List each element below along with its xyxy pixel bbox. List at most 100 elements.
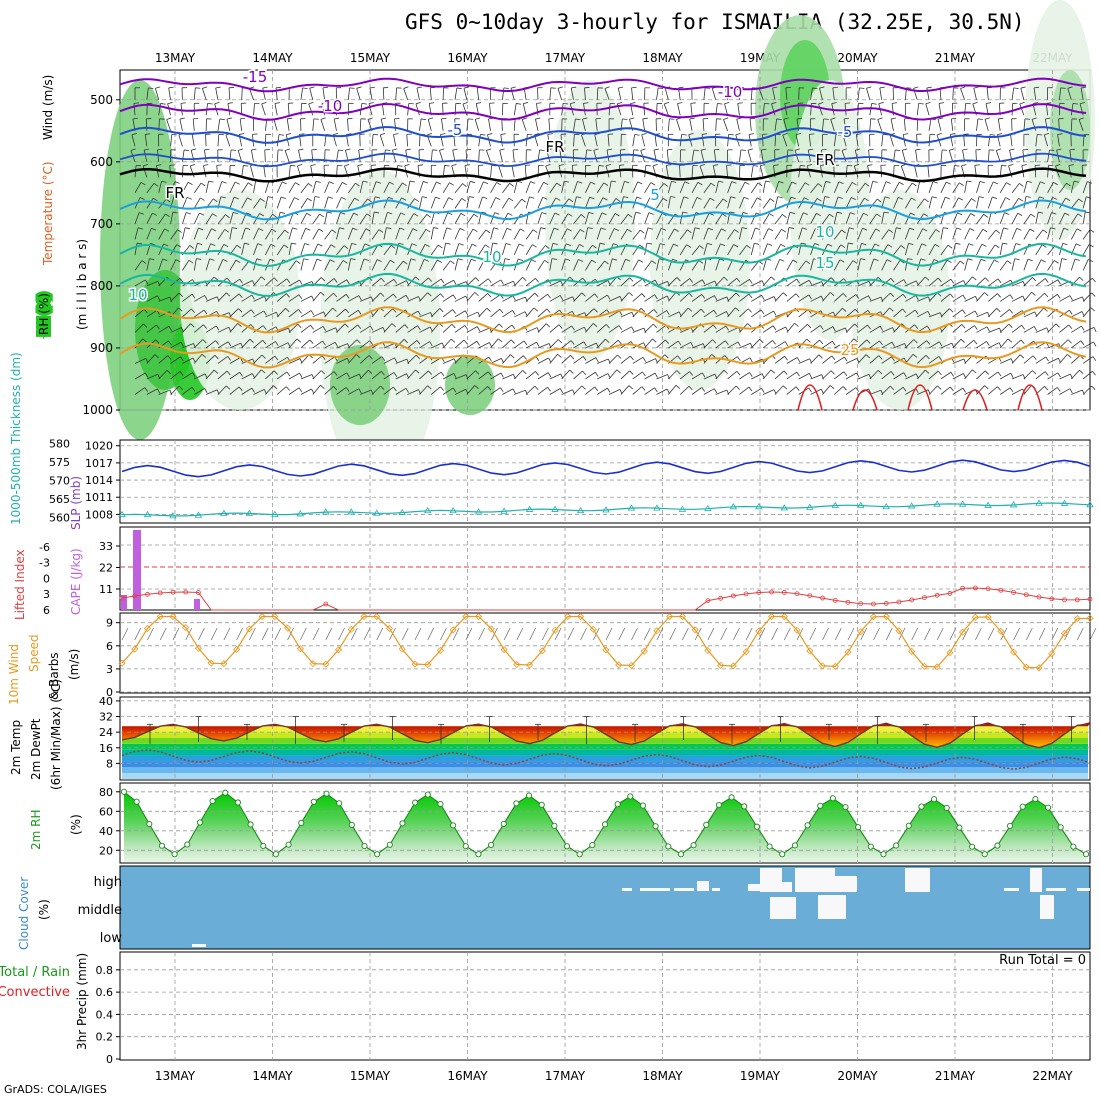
bottom-date-21may: 21MAY <box>935 1069 976 1083</box>
li-tick-6: 6 <box>43 604 50 617</box>
temp-tick-40: 40 <box>99 695 113 708</box>
cloud-block <box>782 882 792 892</box>
li-marker <box>1023 592 1029 598</box>
precip-axis-label: 3hr Precip (mm) <box>75 953 89 1050</box>
cloud-panel: high middle low Cloud Cover (%) <box>17 865 1091 950</box>
rh-marker <box>272 851 279 858</box>
rh-marker <box>943 804 950 811</box>
wind-marker <box>245 625 253 633</box>
wind-marker <box>487 625 495 633</box>
rh-marker <box>184 841 191 848</box>
temp-tick-16: 16 <box>99 742 113 755</box>
cloud-cover-blocks <box>192 868 1090 947</box>
li-tick--3: -3 <box>39 557 50 570</box>
wind-marker <box>296 645 304 653</box>
rh-marker <box>374 851 381 858</box>
rh-marker <box>234 799 241 806</box>
rh-marker <box>652 823 659 830</box>
wind-marker <box>997 627 1005 635</box>
temp-hot-area <box>122 722 1090 748</box>
wind10m-barbs <box>121 627 1097 641</box>
wind-marker <box>678 612 686 621</box>
thickness-marker <box>373 509 381 516</box>
pressure-tick-700: 700 <box>90 217 113 231</box>
cape-label: CAPE (J/kg) <box>69 548 83 615</box>
li-marker <box>119 595 125 601</box>
rh-blob <box>330 345 390 425</box>
wind-marker <box>780 612 788 621</box>
li-marker <box>705 598 711 604</box>
slp-label: SLP (mb) <box>69 476 83 530</box>
rh-marker <box>146 820 153 828</box>
upper-air-grid <box>120 70 1090 411</box>
rh-marker <box>893 842 900 849</box>
wind-marker <box>182 623 190 632</box>
wind-marker <box>334 646 343 654</box>
rh-marker <box>703 821 710 828</box>
contour-label-25: 25 <box>840 341 859 359</box>
li-marker <box>998 587 1004 593</box>
temp-band <box>122 755 1088 762</box>
contour-30 <box>907 384 933 411</box>
rh-marker <box>336 800 343 807</box>
li-marker <box>157 590 163 596</box>
wind10m-speed-label: Speed <box>27 634 41 672</box>
wind-tick-3: 3 <box>106 663 113 676</box>
rh-marker <box>589 842 596 849</box>
contour-label--10: -10 <box>718 83 743 101</box>
li-marker <box>896 599 902 605</box>
wind-marker <box>118 659 126 667</box>
thickness-marker <box>1060 499 1069 506</box>
wind-marker <box>564 612 572 621</box>
wind-marker <box>704 646 712 655</box>
temp-band <box>122 743 1088 750</box>
rh-marker <box>576 851 583 858</box>
thickness-marker <box>500 507 508 514</box>
thickness-marker <box>627 504 636 511</box>
wind-marker <box>1086 614 1094 622</box>
li-marker <box>1087 596 1093 602</box>
li-marker <box>1036 594 1042 600</box>
wind-marker <box>1022 663 1030 671</box>
thickness-marker <box>296 510 305 517</box>
wind-marker <box>576 612 585 621</box>
wind-marker <box>462 612 470 621</box>
wind-marker <box>322 660 330 668</box>
contour-minus5b <box>119 152 1087 168</box>
rh-marker <box>614 801 621 808</box>
rh-marker <box>981 851 988 858</box>
li-marker <box>807 593 813 599</box>
wind-marker <box>143 624 152 633</box>
wind-marker <box>220 660 228 668</box>
bottom-date-16may: 16MAY <box>447 1069 488 1083</box>
rh-marker <box>842 804 849 811</box>
top-date-21may: 21MAY <box>935 51 976 65</box>
wind-marker <box>233 645 241 654</box>
thickness-marker <box>1086 501 1094 508</box>
contour-30 <box>797 384 823 411</box>
temp2m-label: 2m Temp <box>9 720 23 775</box>
thickness-marker <box>907 502 916 509</box>
wind-marker <box>908 647 916 655</box>
rh-marker <box>665 843 672 850</box>
slp-axis: 560 565 570 575 580 1008 1011 1014 1017 1020 <box>49 438 120 524</box>
contour-label--5: -5 <box>838 123 853 141</box>
rh-marker <box>779 851 786 858</box>
li-marker <box>743 591 749 597</box>
wind-marker <box>309 660 317 668</box>
rh-marker <box>209 797 216 805</box>
temp2m-panel: 8 16 24 32 40 2m Temp 2m DewPt (6hr Min/Max)… <box>9 679 1091 790</box>
temperature-bands <box>122 722 1090 779</box>
rh-marker <box>804 822 811 829</box>
wind-marker <box>729 662 737 670</box>
thickness-marker <box>780 504 789 511</box>
li-marker <box>718 595 724 601</box>
cloud-axis: high middle low <box>78 875 123 946</box>
cloud-level-low: low <box>100 931 123 946</box>
temp-tick-32: 32 <box>99 711 113 724</box>
li-marker <box>934 592 940 598</box>
rh-blob <box>850 190 950 410</box>
rh-marker <box>298 819 305 826</box>
rh-tick-60: 60 <box>99 805 113 818</box>
bottom-date-13may: 13MAY <box>155 1069 196 1083</box>
